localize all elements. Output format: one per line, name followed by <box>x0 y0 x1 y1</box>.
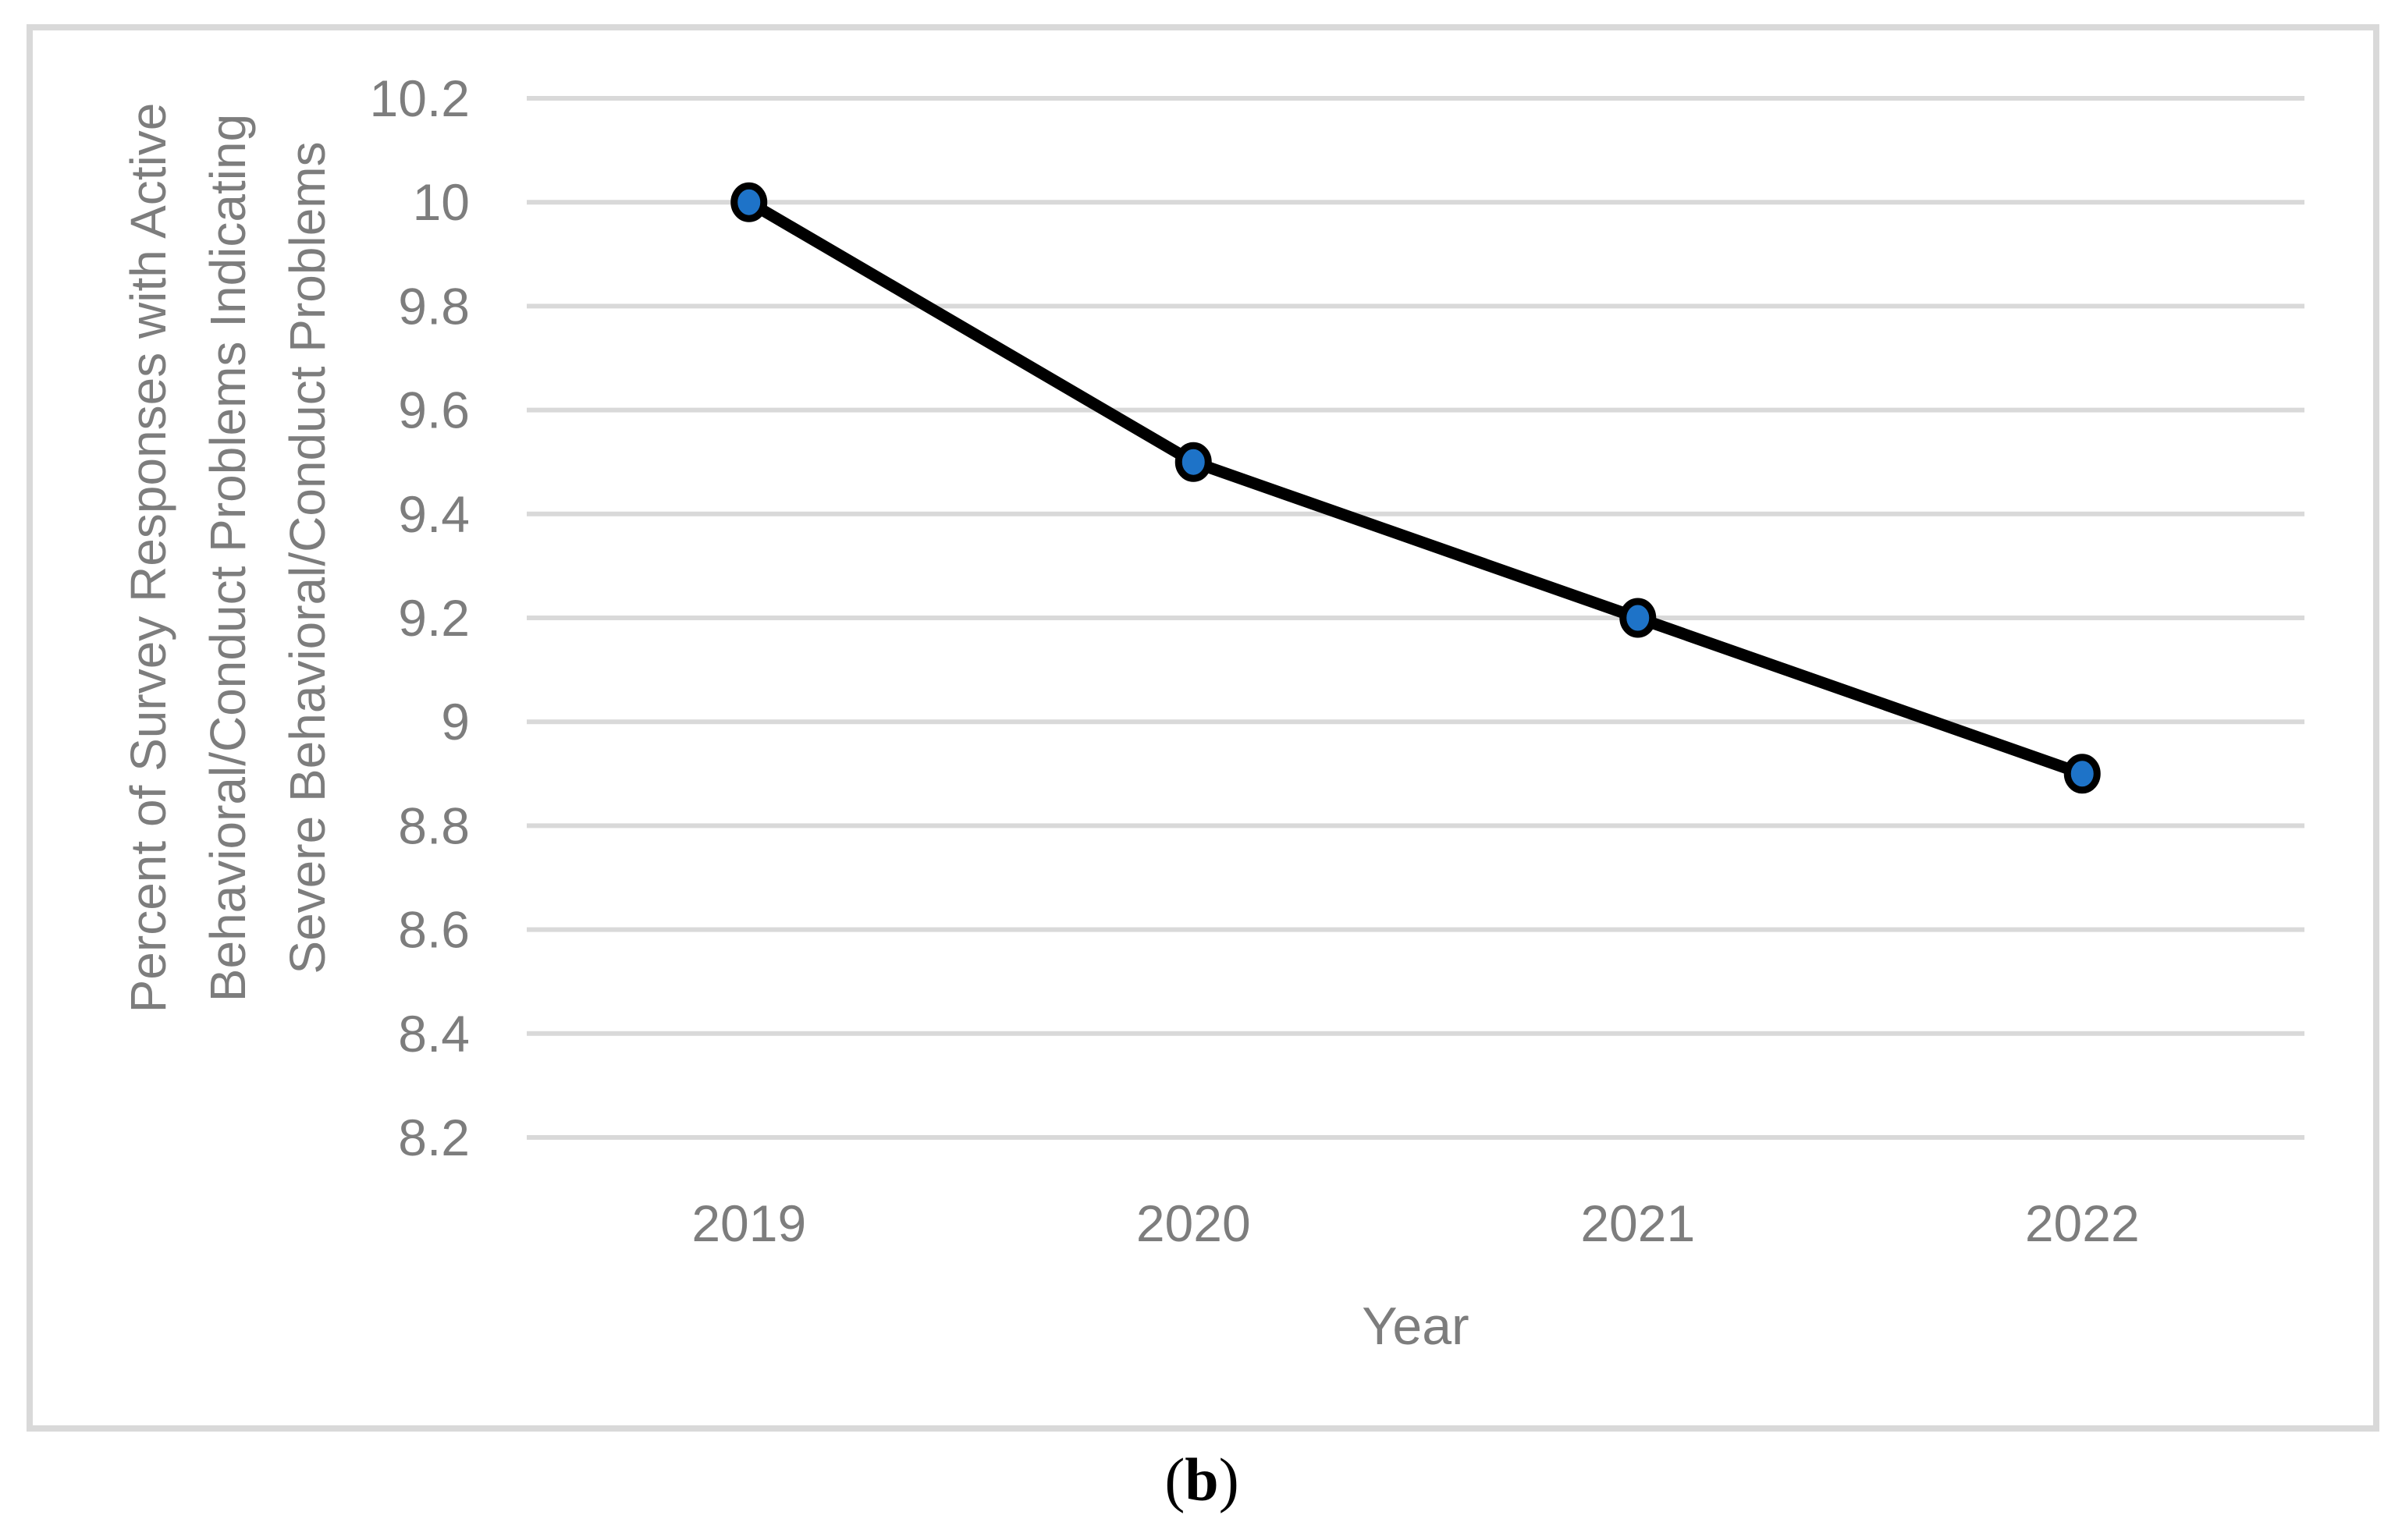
x-tick-label: 2022 <box>2025 1194 2140 1252</box>
y-tick-label: 9 <box>441 693 470 750</box>
caption-letter: b <box>1185 1446 1219 1513</box>
x-tick-label: 2019 <box>691 1194 806 1252</box>
y-axis-title-line: Severe Behavioral/Conduct Problems <box>279 141 336 974</box>
caption-open-paren: ( <box>1164 1446 1185 1513</box>
y-tick-label: 8.2 <box>398 1109 470 1166</box>
x-tick-label: 2021 <box>1580 1194 1695 1252</box>
x-axis-title: Year <box>1362 1297 1469 1356</box>
y-tick-label: 9.6 <box>398 381 470 439</box>
y-tick-label: 9.4 <box>398 485 470 543</box>
y-axis-title: Percent of Survey Responses with Active … <box>108 20 352 1096</box>
y-tick-label: 9.8 <box>398 277 470 335</box>
y-tick-label: 8.4 <box>398 1005 470 1063</box>
data-point-marker <box>730 182 768 222</box>
y-tick-label: 8.8 <box>398 797 470 854</box>
data-point-marker <box>1619 598 1657 638</box>
y-tick-label: 8.6 <box>398 901 470 959</box>
y-tick-label: 10 <box>413 173 470 231</box>
chart-frame <box>27 24 2379 1432</box>
y-axis-title-line: Behavioral/Conduct Problems Indicating <box>200 113 256 1002</box>
x-tick-label: 2020 <box>1136 1194 1251 1252</box>
figure-caption: (b) <box>1164 1445 1238 1515</box>
data-point-marker <box>1174 442 1212 482</box>
y-tick-label: 10.2 <box>370 69 470 127</box>
caption-close-paren: ) <box>1218 1446 1239 1513</box>
y-tick-label: 9.2 <box>398 589 470 647</box>
series-line <box>743 196 2088 780</box>
data-point-marker <box>2063 754 2101 794</box>
y-axis-title-line: Percent of Survey Responses with Active <box>120 102 176 1013</box>
